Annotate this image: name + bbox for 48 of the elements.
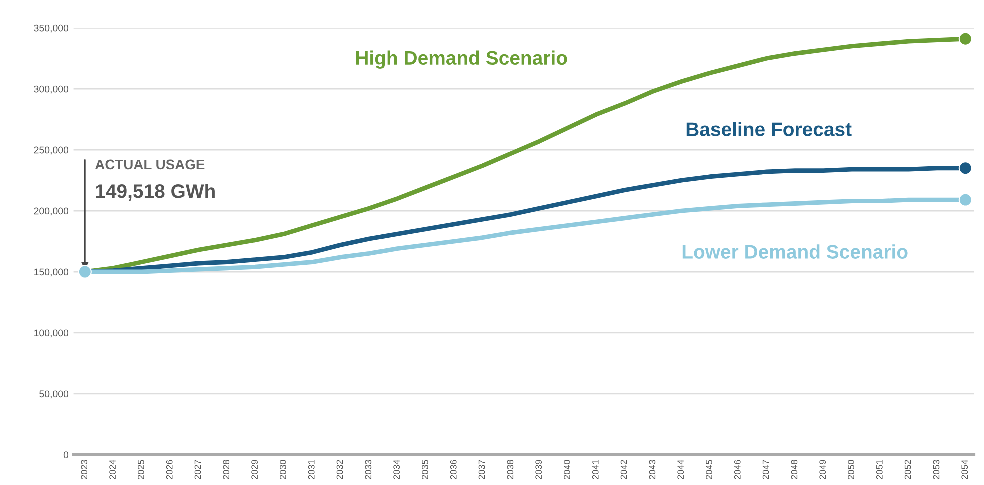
x-tick-label: 2028 bbox=[223, 460, 230, 480]
point bbox=[958, 32, 972, 46]
annotation: ACTUAL USAGE bbox=[95, 160, 205, 170]
annotation: 149,518 GWh bbox=[96, 184, 215, 202]
x-tick-label: 2040 bbox=[564, 460, 570, 480]
y-tick-label: 300,000 bbox=[34, 86, 69, 94]
x-tick-label: 2052 bbox=[904, 460, 912, 480]
x-tick-label: 2053 bbox=[933, 460, 940, 480]
series-label: Baseline Forecast bbox=[686, 122, 852, 136]
x-tick-label: 2047 bbox=[762, 460, 770, 480]
x-tick-label: 2029 bbox=[252, 460, 258, 480]
x-tick-label: 2043 bbox=[649, 460, 656, 480]
x-tick-label: 2026 bbox=[166, 460, 173, 480]
y-tick-label: 50,000 bbox=[40, 390, 69, 399]
x-tick-label: 2037 bbox=[478, 460, 486, 480]
x-tick-label: 2034 bbox=[394, 460, 400, 480]
point bbox=[958, 193, 972, 207]
y-tick-label: 100,000 bbox=[34, 330, 69, 338]
x-tick-label: 2042 bbox=[620, 460, 628, 480]
y-tick-label: 200,000 bbox=[34, 208, 69, 216]
x-tick-label: 2044 bbox=[678, 460, 684, 480]
y-tick-label: 350,000 bbox=[34, 24, 69, 33]
x-tick-label: 2046 bbox=[734, 460, 741, 480]
x-tick-label: 2033 bbox=[365, 460, 372, 480]
x-tick-label: 2049 bbox=[820, 460, 826, 480]
x-tick-label: 2036 bbox=[450, 460, 457, 480]
y-tick-label: 0 bbox=[64, 452, 69, 459]
point bbox=[958, 162, 972, 176]
x-tick-label: 2048 bbox=[791, 460, 798, 480]
series-label: Lower Demand Scenario bbox=[682, 244, 908, 259]
x-tick-label: 2051 bbox=[876, 460, 883, 480]
y-tick-label: 250,000 bbox=[34, 146, 69, 155]
x-tick-label: 2041 bbox=[592, 460, 599, 480]
x-tick-label: 2054 bbox=[962, 460, 968, 480]
x-tick-label: 2050 bbox=[848, 460, 854, 480]
x-tick-label: 2039 bbox=[536, 460, 542, 480]
x-tick-label: 2031 bbox=[308, 460, 315, 480]
x-tick-label: 2025 bbox=[138, 460, 144, 480]
x-tick-label: 2045 bbox=[706, 460, 712, 480]
x-tick-label: 2030 bbox=[280, 460, 286, 480]
text: High Demand Scenario bbox=[356, 50, 568, 69]
x-tick-label: 2027 bbox=[194, 460, 202, 480]
x-tick-label: 2032 bbox=[336, 460, 344, 480]
y-tick-label: 150,000 bbox=[34, 268, 69, 277]
x-tick-label: 2023 bbox=[81, 460, 88, 480]
x-tick-label: 2024 bbox=[110, 460, 116, 480]
x-tick-label: 2038 bbox=[507, 460, 514, 480]
x-tick-label: 2035 bbox=[422, 460, 428, 480]
